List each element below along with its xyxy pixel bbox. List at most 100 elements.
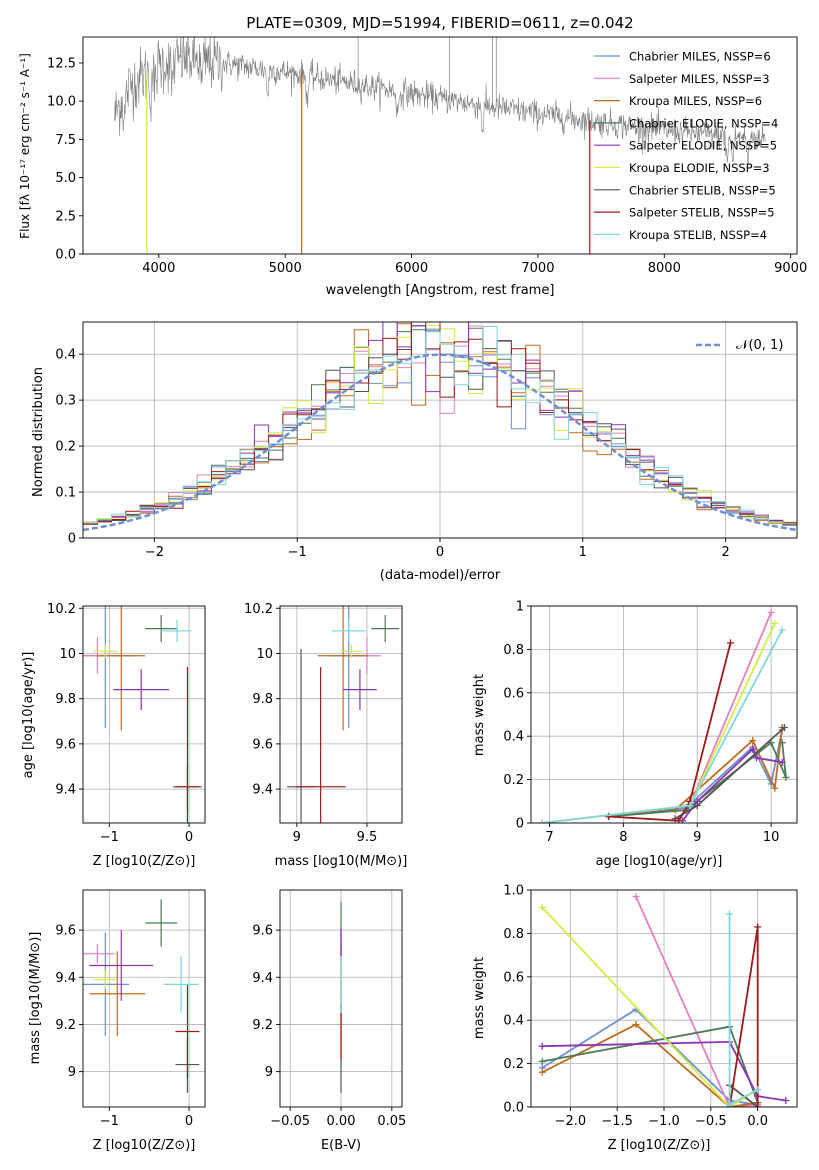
weight-vs-Z-ytick-label-1: 0.2: [503, 1057, 524, 1072]
weight-vs-Z-series-marker-7-2: [754, 1103, 762, 1107]
spectrum-plot-area: [114, 37, 766, 254]
weight-vs-age-series-line-7: [608, 642, 732, 822]
age-vs-mass-point-5: [340, 644, 363, 658]
age-vs-mass-axes: 9 9.5 9.4 9.6 9.8 10 10.2: [244, 602, 403, 845]
age-vs-mass-panel: 9 9.5 9.4 9.6 9.8 10 10.2: [244, 602, 403, 845]
mass-vs-Z-plot-area: [83, 899, 200, 1093]
weight-vs-Z-ytick-label-0: 0.0: [503, 1101, 524, 1116]
mass-vs-Z-ytick-label-1: 9.2: [55, 1018, 76, 1033]
weight-vs-age-ytick-label-3: 0.6: [503, 686, 524, 701]
age-vs-mass-point-4: [343, 669, 377, 710]
spectrum-ytick-label-3: 7.5: [55, 133, 76, 148]
mass-vs-Z-axes: −1 0 9 9.2 9.4 9.6: [55, 889, 206, 1129]
weight-vs-age-series-marker-2-2: [749, 737, 757, 745]
mass-vs-Z-point-3: [145, 899, 178, 947]
weight-vs-Z-series-marker-8-1: [726, 1101, 734, 1107]
weight-vs-age-panel: 7 8 9 10 0 0.2 0.4 0.6 0.8 1: [503, 600, 798, 845]
age-vs-Z-point-8: [162, 619, 192, 643]
spectrum-axes: 4000 5000 6000 7000 8000 9000 0.0 2.5 5.0 7.5 10.0…: [47, 36, 807, 276]
age-vs-mass-ytick-label-3: 10: [256, 647, 273, 662]
weight-vs-age-ytick-label-4: 0.8: [503, 643, 524, 658]
mass-vs-ebv-axes: −0.05 0.00 0.05 9 9.2 9.4 9.6: [252, 889, 406, 1129]
weight-vs-age-xtick-label-1: 8: [619, 830, 627, 845]
spectrum-title: PLATE=0309, MJD=51994, FIBERID=0611, z=0…: [246, 14, 633, 32]
weight-vs-Z-axes: −2.0 −1.5 −1.0 −0.5 0.0 0.0 0.2 0.4 0.6 0.8 1.0: [503, 884, 798, 1129]
age-vs-Z-ytick-label-0: 9.4: [55, 783, 76, 798]
residuals-xlabel: (data-model)/error: [380, 568, 501, 583]
weight-vs-age-ytick-label-5: 1: [516, 600, 524, 615]
weight-vs-age-series-marker-8-2: [778, 626, 786, 634]
residuals-histogram-8: [83, 326, 797, 527]
residuals-ytick-label-4: 0.4: [55, 348, 76, 363]
weight-vs-age-series-marker-7-3: [727, 639, 734, 647]
residuals-xtick-label-3: 1: [579, 545, 587, 560]
weight-vs-Z-series-marker-2-1: [632, 1021, 640, 1029]
mass-vs-Z-point-1: [83, 944, 115, 964]
residuals-plot-area: [83, 322, 797, 532]
age-vs-Z-ytick-label-2: 9.8: [55, 692, 76, 707]
weight-vs-Z-series-marker-5-0: [538, 903, 546, 911]
age-vs-Z-point-7: [175, 667, 200, 823]
weight-vs-age-ylabel: mass weight: [472, 674, 487, 756]
mass-vs-Z-ytick-label-0: 9: [68, 1065, 76, 1080]
spectrum-xtick-label-4: 8000: [648, 261, 681, 276]
weight-vs-age-ytick-label-0: 0: [516, 817, 524, 832]
weight-vs-age-series-marker-4-3: [752, 754, 760, 762]
age-vs-Z-frame: [82, 605, 206, 824]
spectrum-ytick-label-5: 12.5: [47, 56, 76, 71]
weight-vs-age-plot-area: [538, 609, 790, 823]
residuals-xtick-label-2: 0: [436, 545, 444, 560]
weight-vs-age-series-marker-6-1: [693, 802, 701, 810]
mass-vs-ebv-xtick-label-2: 0.05: [377, 1114, 406, 1129]
mass-vs-Z-xlabel: Z [log10(Z/Z⊙)]: [93, 1138, 196, 1153]
mass-vs-Z-ytick-label-2: 9.4: [55, 971, 76, 986]
weight-vs-age-series-marker-3-3: [782, 773, 790, 781]
weight-vs-age-series-marker-4-2: [749, 745, 757, 753]
weight-vs-age-series-marker-1-2: [767, 609, 775, 617]
weight-vs-age-xtick-label-0: 7: [545, 830, 553, 845]
spectrum-legend-label-7: Salpeter STELIB, NSSP=5: [629, 206, 775, 220]
mass-vs-ebv-ytick-label-3: 9.6: [252, 924, 273, 939]
age-vs-mass-ytick-label-1: 9.6: [252, 737, 273, 752]
residuals-xtick-label-0: −2: [145, 545, 164, 560]
weight-vs-Z-series-marker-4-3: [782, 1096, 790, 1104]
residuals-xtick-label-1: −1: [288, 545, 307, 560]
weight-vs-Z-plot-area: [538, 893, 790, 1107]
weight-vs-age-series-marker-8-1: [686, 802, 694, 810]
spectrum-xtick-label-3: 7000: [521, 261, 554, 276]
weight-vs-age-series-marker-2-3: [771, 784, 779, 792]
residuals-ytick-label-3: 0.3: [55, 394, 76, 409]
spectrum-legend-label-3: Chabrier ELODIE, NSSP=4: [629, 116, 778, 130]
spectrum-legend-label-2: Kroupa MILES, NSSP=6: [629, 94, 762, 108]
age-vs-mass-point-3: [371, 615, 400, 643]
age-vs-Z-ylabel: age [log10(age/yr)]: [21, 652, 36, 779]
weight-vs-Z-series-marker-2-0: [538, 1068, 546, 1076]
weight-vs-Z-series-line-4: [542, 1040, 786, 1102]
mass-vs-ebv-xtick-label-0: −0.05: [270, 1114, 310, 1129]
mass-vs-Z-xtick-label-0: −1: [100, 1114, 119, 1129]
weight-vs-Z-ylabel: mass weight: [472, 957, 487, 1039]
weight-vs-Z-series-marker-8-0: [726, 910, 734, 918]
mass-vs-Z-xtick-label-1: 0: [185, 1114, 193, 1129]
mass-vs-ebv-panel: −0.05 0.00 0.05 9 9.2 9.4 9.6: [252, 889, 406, 1129]
residuals-legend: 𝒩(0, 1): [696, 338, 783, 353]
age-vs-Z-point-3: [145, 615, 178, 643]
spectrum-panel: 4000 5000 6000 7000 8000 9000 0.0 2.5 5.0 7.5 10.0…: [47, 36, 807, 276]
spectrum-legend: Chabrier MILES, NSSP=6 Salpeter MILES, NS…: [594, 50, 778, 242]
weight-vs-Z-series-marker-7-1: [754, 923, 762, 931]
weight-vs-age-series-marker-5-2: [771, 619, 779, 627]
mass-vs-Z-point-4: [89, 930, 154, 1001]
spectrum-ytick-label-1: 2.5: [55, 209, 76, 224]
age-vs-Z-ytick-label-3: 10: [59, 647, 76, 662]
residuals-axes: −2 −1 0 1 2 0 0.1 0.2 0.3 0.4: [55, 321, 798, 560]
spectrum-xtick-label-5: 9000: [774, 261, 807, 276]
spectrum-ytick-label-0: 0.0: [55, 248, 76, 263]
age-vs-Z-xlabel: Z [log10(Z/Z⊙)]: [93, 854, 196, 869]
weight-vs-Z-series-marker-3-0: [538, 1057, 546, 1065]
spectrum-data-line: [114, 37, 766, 166]
weight-vs-Z-series-marker-4-0: [538, 1042, 546, 1050]
weight-vs-Z-panel: −2.0 −1.5 −1.0 −0.5 0.0 0.0 0.2 0.4 0.6 0.8 1.0: [503, 884, 798, 1129]
weight-vs-Z-series-line-0: [541, 1008, 758, 1106]
